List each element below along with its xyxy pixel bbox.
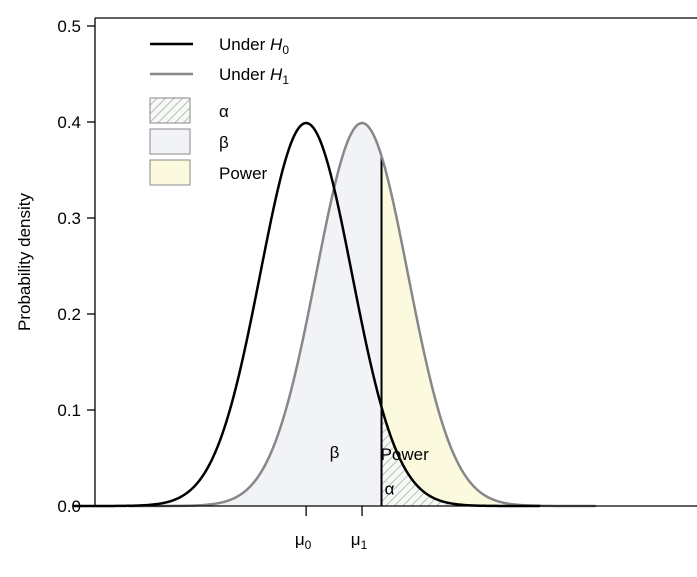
- region-label: α: [385, 479, 395, 498]
- legend-swatch: [149, 159, 191, 186]
- legend-label: Under H1: [219, 65, 289, 87]
- y-tick-label: 0.0: [57, 497, 81, 516]
- legend-label: Power: [219, 164, 268, 183]
- region-labels: α β Power: [330, 443, 429, 498]
- density-curves: [72, 121, 596, 508]
- region-label: Power: [381, 445, 430, 464]
- power-region: [381, 156, 682, 506]
- legend-label: β: [219, 133, 229, 152]
- legend-swatch: [149, 97, 191, 124]
- y-tick-label: 0.1: [57, 401, 81, 420]
- y-tick-label: 0.4: [57, 113, 81, 132]
- region-label: β: [330, 443, 340, 462]
- y-axis-title: Probability density: [15, 193, 34, 331]
- y-tick-label: 0.5: [57, 17, 81, 36]
- axes: 0.0 0.1 0.2 0.3 0.4 0.5 μ0 μ1 Probability densit…: [15, 17, 697, 552]
- legend-label: Under H0: [219, 35, 289, 57]
- beta-region: [109, 123, 382, 506]
- legend: Under H0 Under H1 αβ Power: [149, 35, 289, 186]
- shaded-regions: [109, 123, 682, 506]
- legend-swatch: [149, 128, 191, 155]
- legend-label: α: [219, 102, 229, 121]
- alpha-region: [381, 407, 682, 506]
- x-tick-label: μ1: [351, 530, 368, 552]
- x-tick-label: μ0: [295, 530, 312, 552]
- series-line-h0: [72, 121, 540, 508]
- y-tick-label: 0.3: [57, 209, 81, 228]
- y-tick-label: 0.2: [57, 305, 81, 324]
